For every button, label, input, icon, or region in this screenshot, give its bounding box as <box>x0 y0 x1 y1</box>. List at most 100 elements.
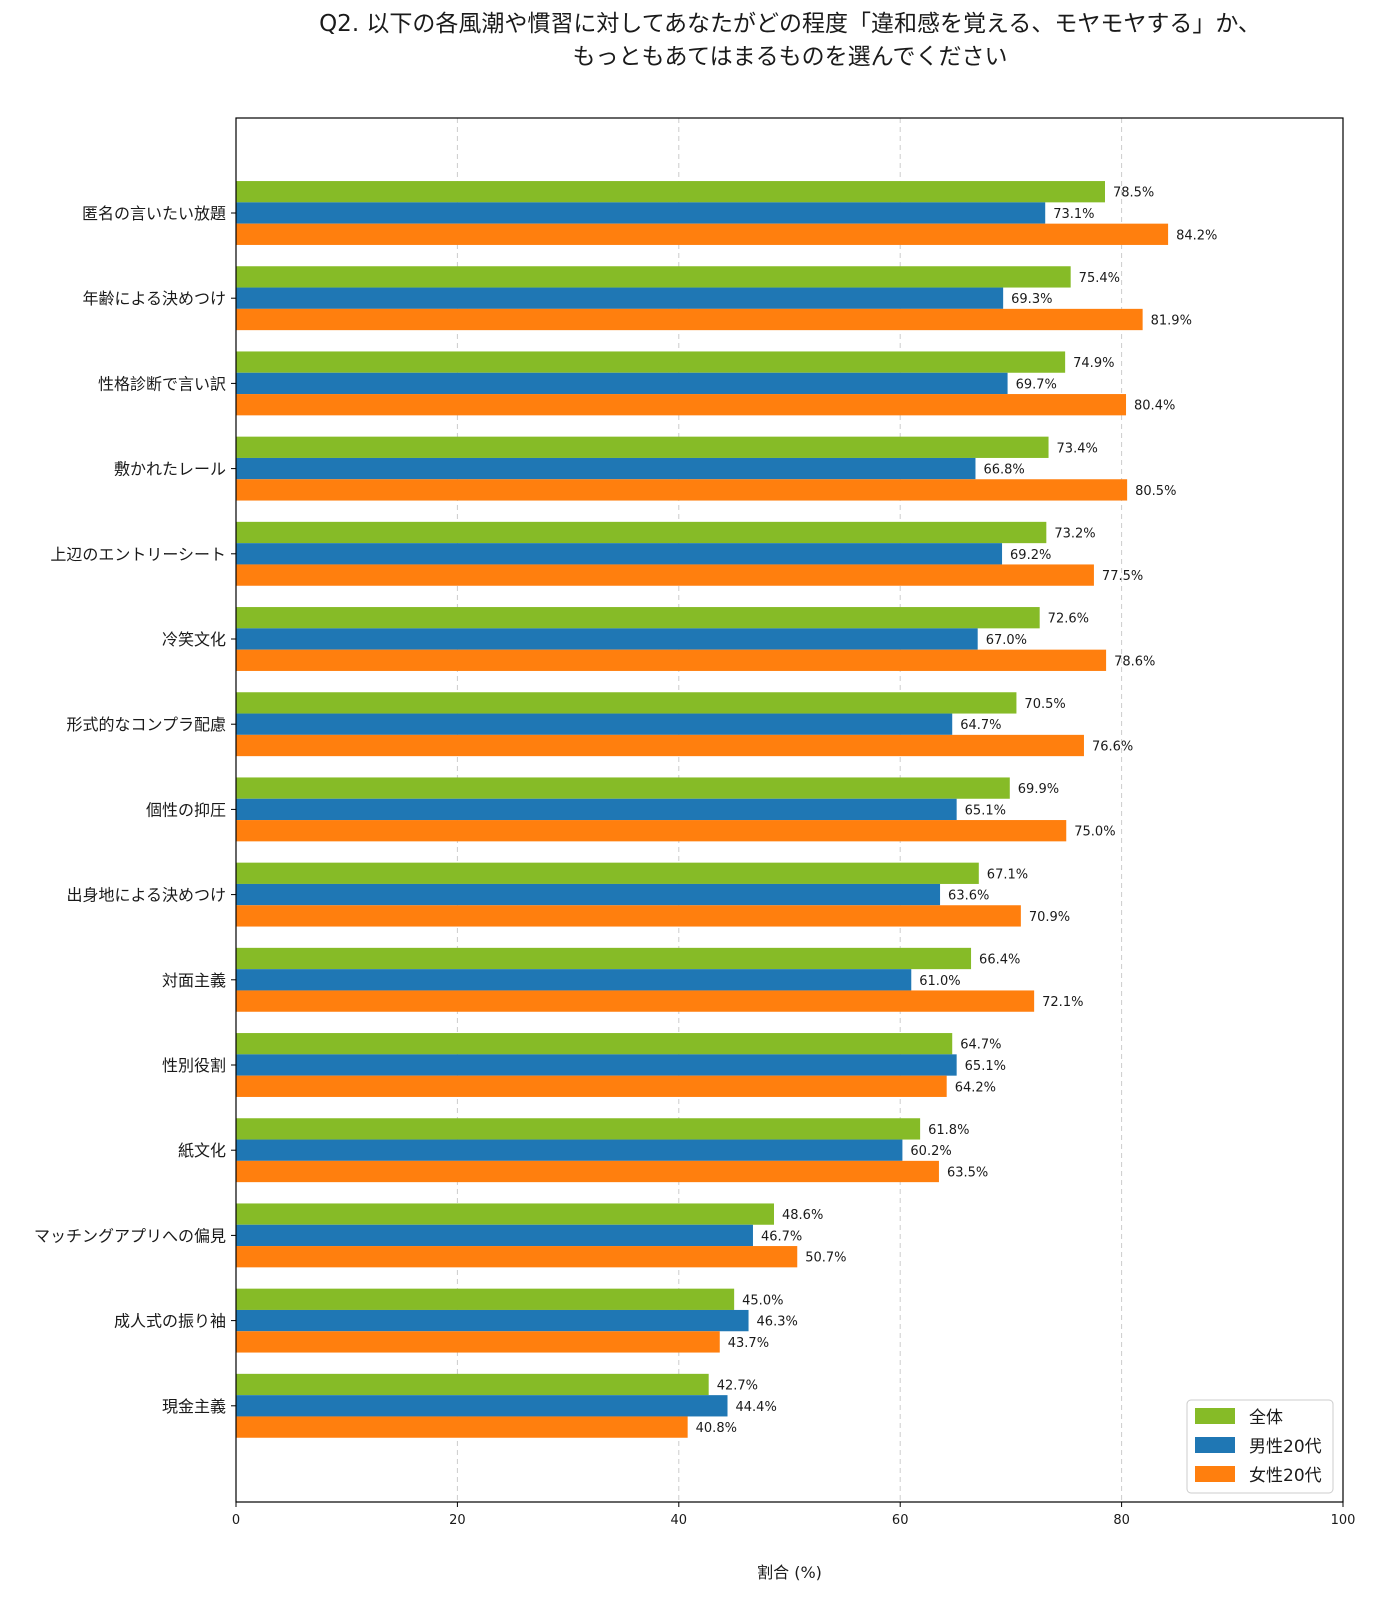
category-label: 敷かれたレール <box>114 460 226 479</box>
bar <box>236 436 1049 458</box>
legend-swatch <box>1195 1466 1235 1482</box>
category-label: 個性の抑圧 <box>146 800 226 819</box>
data-label: 45.0% <box>742 1293 783 1308</box>
legend-label: 男性20代 <box>1249 1437 1322 1457</box>
data-label: 75.4% <box>1079 271 1120 286</box>
x-tick-label: 60 <box>892 1513 909 1528</box>
bar <box>236 905 1021 927</box>
bars <box>236 181 1169 1438</box>
bar <box>236 628 978 650</box>
data-label: 42.7% <box>717 1379 758 1394</box>
data-label: 48.6% <box>782 1208 823 1223</box>
bar <box>236 266 1071 288</box>
data-label: 77.5% <box>1102 569 1143 584</box>
data-label: 76.6% <box>1092 740 1133 755</box>
category-label: 形式的なコンプラ配慮 <box>66 715 226 734</box>
bar <box>236 479 1128 501</box>
legend-swatch <box>1195 1437 1235 1453</box>
bar <box>236 1246 798 1268</box>
data-label: 46.3% <box>757 1315 798 1330</box>
data-label: 61.0% <box>919 974 960 989</box>
data-label: 73.1% <box>1053 207 1094 222</box>
data-label: 70.9% <box>1029 910 1070 925</box>
bar <box>236 287 1004 309</box>
category-label: 成人式の振り袖 <box>114 1312 226 1331</box>
bar <box>236 1395 728 1417</box>
data-label: 60.2% <box>910 1144 951 1159</box>
bar <box>236 543 1003 565</box>
bar <box>236 1373 709 1396</box>
data-label: 65.1% <box>965 803 1006 818</box>
chart-title-line-1: Q2. 以下の各風潮や慣習に対してあなたがどの程度「違和感を覚える、モヤモヤする… <box>319 11 1261 37</box>
category-label: 現金主義 <box>162 1397 226 1416</box>
bar <box>236 1160 939 1183</box>
bar <box>236 947 972 970</box>
chart-title-line-2: もっともあてはまるものを選んでください <box>572 44 1008 70</box>
bar <box>236 202 1046 224</box>
bar <box>236 223 1169 245</box>
data-label: 80.4% <box>1134 399 1175 414</box>
category-label: 匿名の言いたい放題 <box>82 204 226 223</box>
x-axis-title: 割合 (%) <box>757 1563 822 1582</box>
category-label: 紙文化 <box>178 1141 226 1160</box>
data-label: 69.3% <box>1011 292 1052 307</box>
data-label: 61.8% <box>928 1123 969 1138</box>
data-label: 81.9% <box>1151 314 1192 329</box>
bar <box>236 1309 749 1332</box>
bar <box>236 734 1084 757</box>
x-axis-ticks: 0 20 40 60 80 100 <box>232 1502 1355 1528</box>
bar <box>236 777 1010 799</box>
data-label: 66.8% <box>983 463 1024 478</box>
category-label: 年齢による決めつけ <box>82 289 226 308</box>
data-label: 65.1% <box>965 1059 1006 1074</box>
data-label: 67.0% <box>986 633 1027 648</box>
data-label: 69.7% <box>1016 377 1057 392</box>
bar <box>236 1033 953 1055</box>
data-label: 64.7% <box>960 1038 1001 1053</box>
bar <box>236 1075 947 1097</box>
category-label: マッチングアプリへの偏見 <box>34 1226 226 1245</box>
category-label: 上辺のエントリーシート <box>50 545 226 564</box>
bar <box>236 883 941 906</box>
bar <box>236 394 1127 416</box>
legend-swatch <box>1195 1408 1235 1424</box>
data-label: 69.2% <box>1010 548 1051 563</box>
data-label: 74.9% <box>1073 356 1114 371</box>
bar <box>236 457 976 480</box>
data-label: 84.2% <box>1176 228 1217 243</box>
data-label: 78.5% <box>1113 186 1154 201</box>
bar <box>236 351 1066 373</box>
bar <box>236 1331 720 1353</box>
bar <box>236 649 1107 671</box>
data-label: 63.6% <box>948 889 989 904</box>
data-label: 78.6% <box>1114 654 1155 669</box>
data-label: 66.4% <box>979 953 1020 968</box>
bar <box>236 862 979 884</box>
data-label: 73.4% <box>1057 441 1098 456</box>
x-tick-label: 40 <box>671 1513 688 1528</box>
bar <box>236 521 1047 544</box>
grid-lines <box>456 118 1123 1502</box>
data-label: 46.7% <box>761 1229 802 1244</box>
bar <box>236 1224 753 1247</box>
chart-title: Q2. 以下の各風潮や慣習に対してあなたがどの程度「違和感を覚える、モヤモヤする… <box>236 8 1344 74</box>
bar <box>236 607 1040 629</box>
bar <box>236 1139 903 1161</box>
bar <box>236 820 1067 842</box>
bar <box>236 1203 775 1225</box>
data-label: 69.9% <box>1018 782 1059 797</box>
bar <box>236 564 1094 586</box>
data-label: 43.7% <box>728 1336 769 1351</box>
data-label: 50.7% <box>805 1251 846 1266</box>
bar <box>236 798 957 821</box>
bar <box>236 1054 957 1076</box>
x-tick-label: 20 <box>449 1513 466 1528</box>
data-label: 80.5% <box>1135 484 1176 499</box>
data-label: 64.7% <box>960 718 1001 733</box>
category-label: 性別役割 <box>162 1056 226 1075</box>
data-label: 63.5% <box>947 1166 988 1181</box>
legend-label: 全体 <box>1249 1408 1283 1428</box>
category-label: 出身地による決めつけ <box>66 886 226 905</box>
data-label: 70.5% <box>1024 697 1065 712</box>
